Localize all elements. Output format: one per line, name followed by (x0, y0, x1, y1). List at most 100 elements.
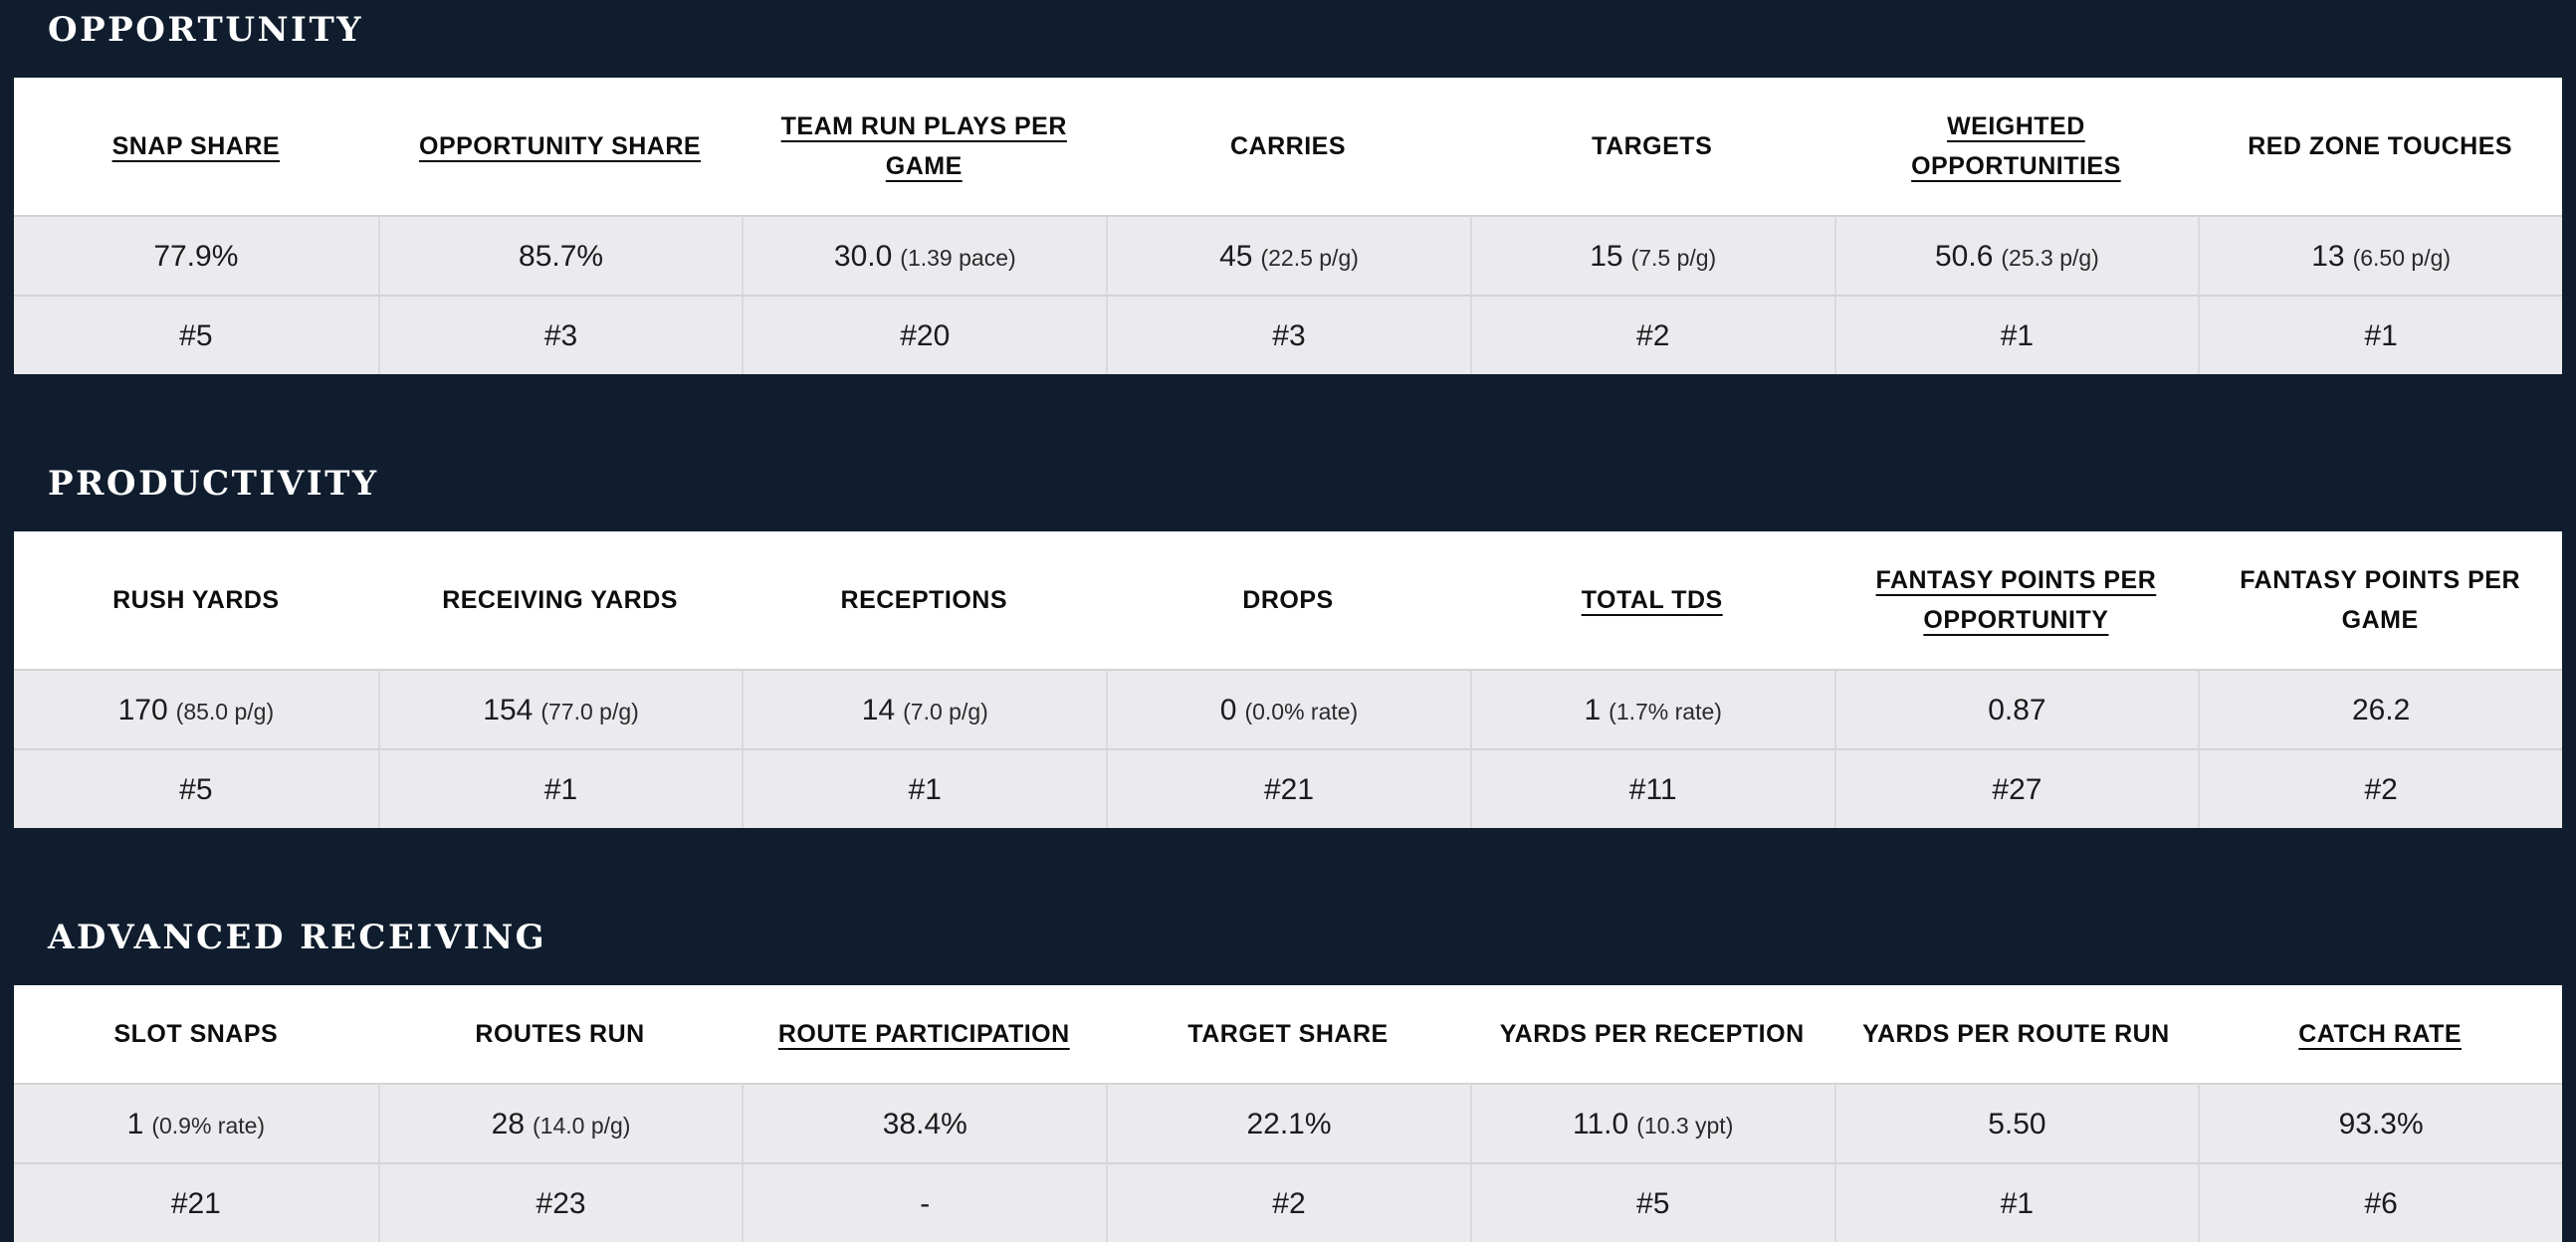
section-title: OPPORTUNITY (48, 10, 364, 50)
column-header-carries: CARRIES (1106, 78, 1470, 215)
column-header-rush-yards: RUSH YARDS (14, 531, 378, 669)
column-header-label: CARRIES (1229, 132, 1346, 160)
stat-value-cell-team-run-plays-per-game: 30.0 (1.39 pace) (742, 215, 1107, 295)
stats-table: RUSH YARDS RECEIVING YARDS RECEPTIONS DROPS… (14, 531, 2562, 828)
stat-value: 30.0 (833, 240, 893, 273)
column-header-label: TARGETS (1592, 132, 1713, 160)
stat-value-detail: (6.50 p/g) (2352, 245, 2452, 271)
column-header-label: ROUTES RUN (475, 1020, 645, 1048)
column-header-label: YARDS PER ROUTE RUN (1862, 1020, 2170, 1048)
stat-value: 26.2 (2351, 694, 2411, 726)
table-rank-row: #5 #1 #1 #21 #11 #27 #2 (14, 748, 2562, 828)
column-header-snap-share[interactable]: SNAP SHARE (14, 78, 378, 215)
stat-rank: #11 (1628, 773, 1677, 806)
column-header-catch-rate[interactable]: CATCH RATE (2198, 985, 2562, 1083)
column-header-team-run-plays-per-game[interactable]: TEAM RUN PLAYS PER GAME (742, 78, 1107, 215)
stat-value-cell-fantasy-points-per-game: 26.2 (2198, 669, 2562, 748)
stat-rank: #3 (543, 319, 578, 352)
stat-value-cell-opportunity-share: 85.7% (377, 215, 743, 295)
stat-rank: #1 (2364, 319, 2398, 352)
table-rank-row: #21 #23 - #2 #5 #1 #6 (14, 1162, 2562, 1242)
stat-rank: #5 (1636, 1187, 1670, 1220)
stat-rank: #1 (2000, 1187, 2035, 1220)
stat-value-detail: (0.9% rate) (151, 1113, 266, 1138)
stat-rank-cell-receiving-yards: #1 (377, 748, 743, 828)
stat-value-cell-drops: 0 (0.0% rate) (1106, 669, 1470, 748)
stat-rank-cell-rush-yards: #5 (14, 748, 378, 828)
column-header-label: RECEIVING YARDS (442, 586, 678, 614)
stat-value-cell-snap-share: 77.9% (14, 215, 378, 295)
stat-rank: #1 (2000, 319, 2035, 352)
stat-rank-cell-catch-rate: #6 (2198, 1162, 2562, 1242)
stat-value-detail: (1.7% rate) (1609, 699, 1722, 724)
stat-rank-cell-team-run-plays-per-game: #20 (742, 295, 1107, 374)
stat-value: 85.7% (519, 240, 604, 273)
stat-value: 15 (1590, 240, 1623, 273)
column-header-label: CATCH RATE (2298, 1020, 2463, 1048)
column-header-label: TARGET SHARE (1187, 1020, 1389, 1048)
stat-rank-cell-routes-run: #23 (377, 1162, 743, 1242)
stat-rank: #5 (179, 319, 213, 352)
table-value-row: 170 (85.0 p/g) 154 (77.0 p/g) 14 (7.0 p/g) 0 (0… (14, 669, 2562, 748)
stat-rank-cell-carries: #3 (1106, 295, 1470, 374)
stat-rank-cell-target-share: #2 (1106, 1162, 1470, 1242)
stat-rank: #1 (908, 773, 942, 806)
column-header-label: ROUTE PARTICIPATION (777, 1020, 1070, 1048)
stat-value: 28 (491, 1108, 526, 1140)
stat-value: 11.0 (1573, 1108, 1629, 1140)
table-value-row: 1 (0.9% rate) 28 (14.0 p/g) 38.4% 22.1% 11.0 (1… (14, 1083, 2562, 1162)
stat-value: 154 (483, 694, 534, 726)
stat-rank-cell-drops: #21 (1106, 748, 1470, 828)
stat-value: 170 (117, 694, 168, 726)
stat-value-cell-yards-per-reception: 11.0 (10.3 ypt) (1469, 1083, 1834, 1162)
column-header-label: FANTASY POINTS PER OPPORTUNITY (1875, 566, 2157, 634)
table-header-row: SLOT SNAPS ROUTES RUN ROUTE PARTICIPATION T… (14, 985, 2562, 1083)
column-header-label: SNAP SHARE (111, 132, 281, 160)
stat-value-cell-targets: 15 (7.5 p/g) (1469, 215, 1834, 295)
table-header-row: SNAP SHARE OPPORTUNITY SHARE TEAM RUN PLAY… (14, 78, 2562, 215)
stat-rank: #21 (1263, 773, 1315, 806)
stat-rank-cell-targets: #2 (1469, 295, 1834, 374)
stat-value-cell-rush-yards: 170 (85.0 p/g) (14, 669, 378, 748)
stat-value-detail: (85.0 p/g) (175, 699, 275, 724)
table-rank-row: #5 #3 #20 #3 #2 #1 #1 (14, 295, 2562, 374)
column-header-label: RECEPTIONS (840, 586, 1008, 614)
stat-value-detail: (7.5 p/g) (1630, 245, 1717, 271)
stat-rank: #27 (1992, 773, 2042, 806)
column-header-label: SLOT SNAPS (113, 1020, 279, 1048)
stat-rank-cell-fantasy-points-per-opportunity: #27 (1833, 748, 2199, 828)
column-header-route-participation[interactable]: ROUTE PARTICIPATION (742, 985, 1107, 1083)
stat-rank: #1 (543, 773, 578, 806)
stat-rank: #2 (1272, 1187, 1306, 1220)
column-header-fantasy-points-per-opportunity[interactable]: FANTASY POINTS PER OPPORTUNITY (1833, 531, 2199, 669)
column-header-receiving-yards: RECEIVING YARDS (377, 531, 743, 669)
stat-rank-cell-snap-share: #5 (14, 295, 378, 374)
stat-value-detail: (22.5 p/g) (1260, 245, 1359, 271)
column-header-weighted-opportunities[interactable]: WEIGHTED OPPORTUNITIES (1833, 78, 2199, 215)
stat-rank-cell-yards-per-reception: #5 (1469, 1162, 1834, 1242)
section-title: ADVANCED RECEIVING (48, 918, 547, 957)
stat-value-cell-receptions: 14 (7.0 p/g) (742, 669, 1107, 748)
stat-value: 0 (1219, 694, 1237, 726)
stat-value: 38.4% (882, 1108, 967, 1140)
stat-value: 13 (2311, 240, 2345, 273)
stat-value-cell-yards-per-route-run: 5.50 (1833, 1083, 2199, 1162)
stat-value-cell-weighted-opportunities: 50.6 (25.3 p/g) (1833, 215, 2199, 295)
column-header-label: TEAM RUN PLAYS PER GAME (780, 112, 1067, 180)
column-header-slot-snaps: SLOT SNAPS (14, 985, 378, 1083)
stat-value-detail: (10.3 ypt) (1636, 1113, 1734, 1138)
column-header-label: RED ZONE TOUCHES (2248, 132, 2513, 160)
stat-value-cell-target-share: 22.1% (1106, 1083, 1470, 1162)
column-header-label: TOTAL TDS (1581, 586, 1723, 614)
column-header-receptions: RECEPTIONS (742, 531, 1107, 669)
table-header-row: RUSH YARDS RECEIVING YARDS RECEPTIONS DROPS… (14, 531, 2562, 669)
column-header-label: YARDS PER RECEPTION (1499, 1020, 1805, 1048)
stat-value-detail: (77.0 p/g) (540, 699, 639, 724)
stat-value: 45 (1219, 240, 1253, 273)
column-header-opportunity-share[interactable]: OPPORTUNITY SHARE (377, 78, 743, 215)
stat-rank-cell-fantasy-points-per-game: #2 (2198, 748, 2562, 828)
column-header-total-tds[interactable]: TOTAL TDS (1469, 531, 1834, 669)
stats-table: SLOT SNAPS ROUTES RUN ROUTE PARTICIPATION T… (14, 985, 2562, 1242)
stat-value: 1 (126, 1108, 144, 1140)
